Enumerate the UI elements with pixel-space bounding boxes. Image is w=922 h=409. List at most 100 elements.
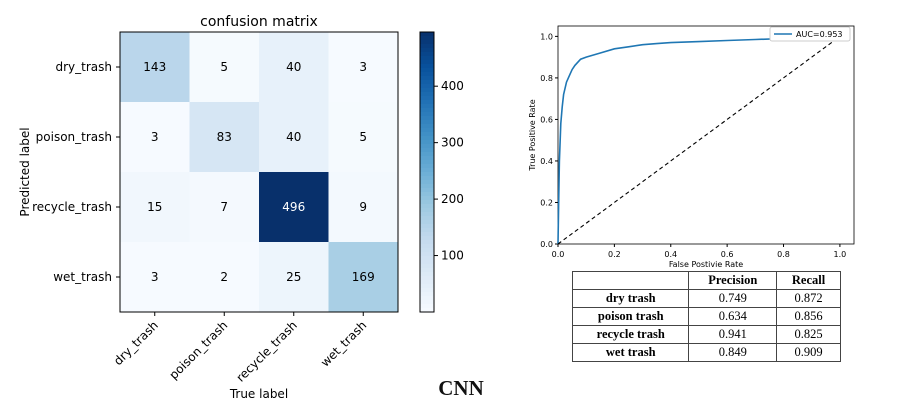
y-tick-label: poison_trash [36,130,112,144]
cell-value: 40 [286,60,301,74]
metrics-header-row: Precision Recall [571,271,841,290]
cell-value: 3 [151,130,159,144]
colorbar-band [420,308,434,313]
cell-value: 15 [147,200,162,214]
recall-cell: 0.872 [776,289,841,308]
colorbar-band [420,232,434,237]
colorbar-band [420,48,434,53]
colorbar-band [420,188,434,193]
colorbar-band [420,96,434,101]
roc-x-tick-label: 0.0 [552,250,565,259]
row-label: recycle trash [571,325,690,344]
colorbar-band [420,276,434,281]
colorbar-band [420,272,434,277]
colorbar-tick-label: 200 [441,192,464,206]
colorbar-band [420,236,434,241]
colorbar-band [420,112,434,117]
colorbar-band [420,72,434,77]
colorbar-band [420,148,434,153]
colorbar-tick-label: 400 [441,79,464,93]
matrix-cell [189,242,259,312]
colorbar-band [420,300,434,305]
x-tick-label: wet_trash [318,318,369,369]
colorbar-tick-label: 300 [441,136,464,150]
roc-x-tick-label: 0.2 [608,250,621,259]
row-label: wet trash [571,343,690,362]
colorbar-band [420,40,434,45]
roc-x-tick-label: 0.4 [664,250,677,259]
colorbar-band [420,56,434,61]
matrix-cell [259,102,329,172]
cell-value: 169 [352,270,375,284]
roc-y-tick-label: 0.4 [540,157,553,166]
cell-value: 5 [359,130,367,144]
colorbar-band [420,248,434,253]
precision-cell: 0.849 [688,343,778,362]
colorbar-band [420,104,434,109]
row-label: dry trash [571,289,690,308]
recall-cell: 0.825 [776,325,841,344]
cell-value: 3 [151,270,159,284]
matrix-cell [328,32,398,102]
y-axis-label: Predicted label [18,127,32,216]
roc-y-tick-label: 0.2 [540,198,553,207]
table-row: wet trash 0.849 0.909 [571,343,841,362]
colorbar-band [420,184,434,189]
y-tick-label: recycle_trash [32,200,112,214]
colorbar-band [420,68,434,73]
roc-y-tick-label: 1.0 [540,32,553,41]
colorbar-band [420,304,434,309]
colorbar-band [420,140,434,145]
colorbar-band [420,92,434,97]
cell-value: 5 [220,60,228,74]
colorbar-band [420,172,434,177]
colorbar-band [420,220,434,225]
cell-value: 25 [286,270,301,284]
colorbar-band [420,200,434,205]
x-axis-label: True label [229,387,288,401]
x-tick-label: poison_trash [166,318,230,382]
recall-cell: 0.856 [776,307,841,326]
colorbar-band [420,80,434,85]
colorbar-band [420,164,434,169]
table-row: dry trash 0.749 0.872 [571,289,841,308]
matrix-cell [120,32,190,102]
roc-curve [557,35,840,245]
matrix-cell [259,32,329,102]
figure-caption: CNN [438,376,484,400]
colorbar-band [420,64,434,69]
metrics-header-recall: Recall [776,271,841,290]
colorbar-band [420,144,434,149]
cell-value: 9 [359,200,367,214]
colorbar-band [420,128,434,133]
row-label: poison trash [571,307,690,326]
colorbar-band [420,168,434,173]
y-tick-label: dry_trash [55,60,112,74]
roc-x-tick-label: 0.6 [721,250,734,259]
colorbar-band [420,156,434,161]
matrix-cell [120,242,190,312]
colorbar-band [420,224,434,229]
roc-x-tick-label: 1.0 [834,250,847,259]
cell-value: 7 [220,200,228,214]
roc-y-axis-label: True Positive Rate [528,99,537,171]
colorbar-band [420,284,434,289]
colorbar-frame [419,31,435,313]
y-tick-label: wet_trash [53,270,112,284]
colorbar-band [420,152,434,157]
precision-cell: 0.634 [688,307,778,326]
colorbar-band [420,84,434,89]
precision-cell: 0.749 [688,289,778,308]
cell-value: 40 [286,130,301,144]
cell-value: 83 [217,130,232,144]
colorbar-band [420,176,434,181]
colorbar-band [420,256,434,261]
metrics-table: Precision Recall dry trash 0.749 0.872 p… [571,271,841,362]
cell-value: 2 [220,270,228,284]
colorbar-band [420,100,434,105]
recall-cell: 0.909 [776,343,841,362]
colorbar-band [420,124,434,129]
roc-legend-label: AUC=0.953 [796,30,843,39]
roc-y-tick-label: 0.8 [540,74,553,83]
